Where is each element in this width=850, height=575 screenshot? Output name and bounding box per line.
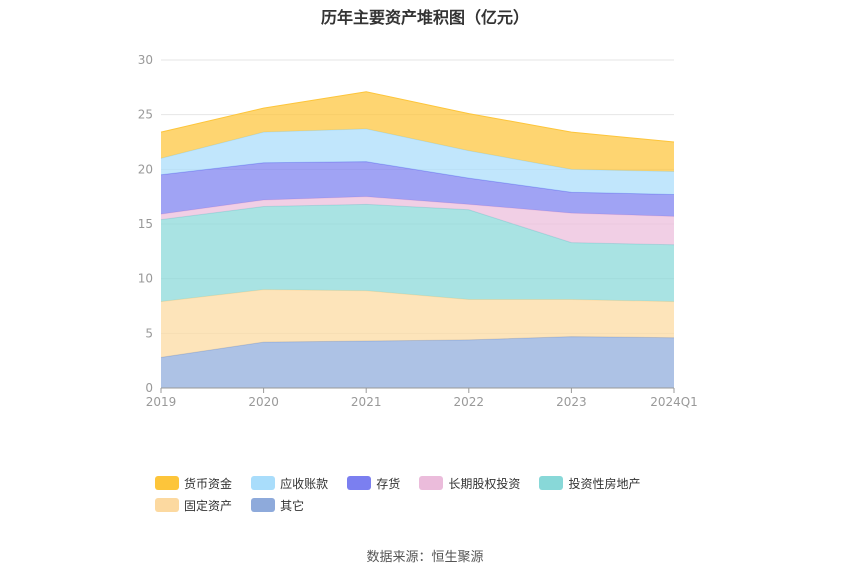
x-tick-label: 2019 <box>146 395 177 409</box>
legend-swatch-fixed-assets <box>155 498 179 512</box>
area-series-edge <box>160 203 675 246</box>
area-series-group <box>160 91 675 388</box>
data-source-note: 数据来源：恒生聚源 <box>366 550 484 565</box>
legend-item-investment-property[interactable]: 投资性房地产 <box>539 472 640 494</box>
y-tick-label: 5 <box>145 326 153 340</box>
y-tick-label: 20 <box>138 162 153 176</box>
area-series-edge <box>160 196 675 217</box>
legend-label-receivables: 应收账款 <box>280 476 329 491</box>
legend: 货币资金 应收账款 存货 长期股权投资 投资性房地产 固定资产 其它 <box>155 472 715 516</box>
x-tick-label: 2020 <box>248 395 279 409</box>
x-tick-label: 2021 <box>351 395 382 409</box>
legend-swatch-investment-property <box>539 476 564 490</box>
legend-item-long-term-equity[interactable]: 长期股权投资 <box>419 472 520 494</box>
legend-item-fixed-assets[interactable]: 固定资产 <box>155 494 232 516</box>
y-tick-label: 0 <box>145 381 153 395</box>
x-tick-label: 2022 <box>454 395 485 409</box>
x-tick-label: 2023 <box>556 395 587 409</box>
area-series <box>161 336 674 388</box>
legend-swatch-long-term-equity <box>419 476 444 490</box>
legend-label-cash: 货币资金 <box>184 476 233 491</box>
area-series <box>161 196 674 245</box>
x-tick-label: 2024Q1 <box>650 395 698 409</box>
legend-item-other[interactable]: 其它 <box>251 494 304 516</box>
y-tick-label: 15 <box>138 217 153 231</box>
area-series <box>161 161 674 217</box>
area-series <box>161 91 674 172</box>
area-series-edge <box>160 91 675 143</box>
legend-swatch-other <box>251 498 276 512</box>
legend-label-inventory: 存货 <box>376 476 401 491</box>
y-tick-label: 25 <box>138 108 153 122</box>
legend-item-cash[interactable]: 货币资金 <box>155 472 232 494</box>
legend-swatch-inventory <box>347 476 372 490</box>
axes: 0 5 10 15 20 25 30 2019 2020 2021 2022 2023 2024Q1 <box>138 53 698 409</box>
legend-label-investment-property: 投资性房地产 <box>568 476 641 491</box>
legend-swatch-cash <box>155 476 179 490</box>
legend-item-inventory[interactable]: 存货 <box>347 472 400 494</box>
chart-title: 历年主要资产堆积图（亿元） <box>320 8 529 27</box>
legend-item-receivables[interactable]: 应收账款 <box>251 472 328 494</box>
area-series <box>161 128 674 195</box>
legend-label-long-term-equity: 长期股权投资 <box>448 476 521 491</box>
legend-label-fixed-assets: 固定资产 <box>184 498 233 513</box>
y-tick-label: 30 <box>138 53 153 67</box>
area-series <box>161 204 674 302</box>
legend-label-other: 其它 <box>280 498 305 513</box>
area-series <box>161 289 674 358</box>
y-tick-label: 10 <box>138 272 153 286</box>
legend-swatch-receivables <box>251 476 276 490</box>
